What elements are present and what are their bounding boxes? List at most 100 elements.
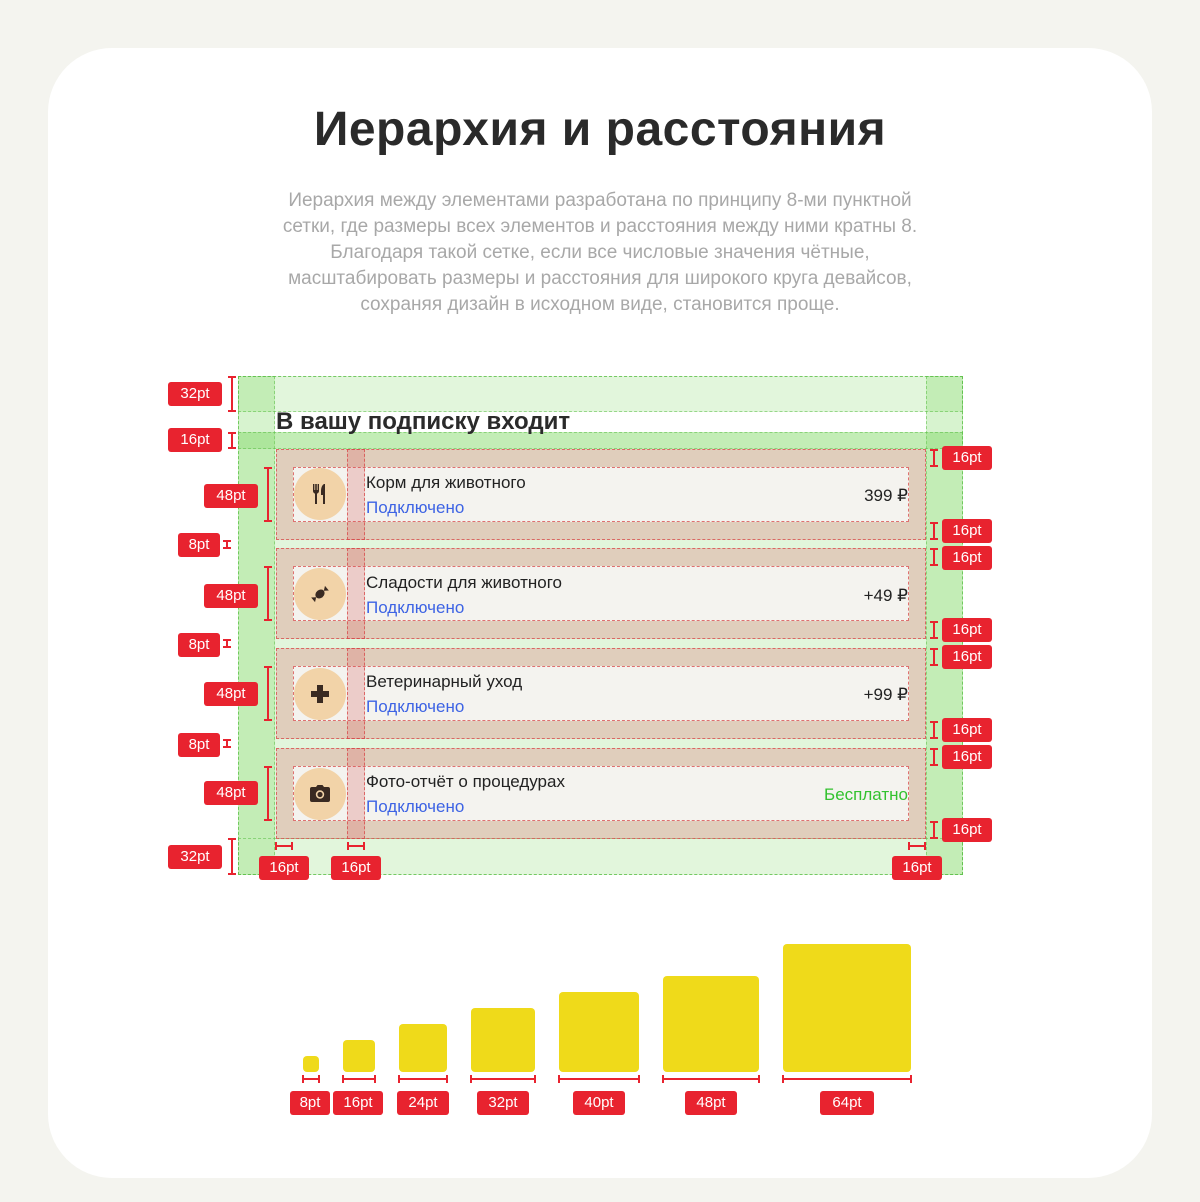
description-line: сохраняя дизайн в исходном виде, станови… [360,294,840,315]
item-price: Бесплатно [824,785,908,804]
item-status: Подключено [366,598,465,617]
page-description: Иерархия между элементами разработана по… [240,188,960,318]
medical-cross-icon [311,685,329,703]
spacing-bracket [228,432,236,449]
spacing-label: 16pt [942,618,992,642]
spacing-bracket [908,842,926,850]
spacing-label: 16pt [942,718,992,742]
spacing-bracket [930,648,938,666]
spacing-bracket [264,566,272,621]
item-inner-guide [293,666,909,721]
item-status: Подключено [366,797,465,816]
spacing-label: 8pt [178,633,220,657]
size-square [303,1056,319,1072]
size-bracket [470,1075,536,1083]
item-price: +99 ₽ [863,685,908,704]
size-label: 32pt [477,1091,529,1115]
item-price: 399 ₽ [864,486,908,505]
item-inner-guide [293,766,909,821]
spacing-bracket [228,838,236,875]
item-inner-guide [293,566,909,621]
spacing-label: 8pt [178,733,220,757]
spacing-label: 16pt [168,428,222,452]
spacing-bracket [347,842,365,850]
size-square [783,944,911,1072]
spacing-label: 16pt [892,856,942,880]
item-gap-column [347,449,365,540]
item-content-area [293,666,909,721]
spacing-bracket [264,467,272,522]
size-bracket [782,1075,912,1083]
spacing-bracket [930,548,938,566]
item-status: Подключено [366,498,465,517]
item-icon-circle [294,768,346,820]
size-square [559,992,639,1072]
description-line: Иерархия между элементами разработана по… [288,190,912,211]
spacing-bracket [223,639,231,648]
spacing-label: 8pt [178,533,220,557]
spacing-bracket [930,748,938,766]
spacing-label: 16pt [942,745,992,769]
spacing-label: 16pt [942,546,992,570]
size-square [399,1024,447,1072]
size-label: 64pt [820,1091,874,1115]
size-square [663,976,759,1072]
size-bracket [662,1075,760,1083]
item-price: +49 ₽ [863,586,908,605]
spacing-bracket [264,766,272,821]
item-content-area [293,566,909,621]
section-title: В вашу подписку входит [276,408,571,435]
size-bracket [398,1075,448,1083]
spacing-label: 48pt [204,781,258,805]
heading-band [239,412,962,432]
page-title: Иерархия и расстояния [313,103,887,156]
candy-icon [311,585,329,603]
spacing-label: 16pt [942,645,992,669]
spacing-label: 16pt [942,519,992,543]
item-title: Фото-отчёт о процедурах [366,772,565,791]
spacing-label: 32pt [168,845,222,869]
size-square [471,1008,535,1072]
spacing-bracket [275,842,293,850]
description-line: масштабировать размеры и расстояния для … [288,268,912,289]
heading-gap-row [238,432,963,449]
spacing-label: 16pt [331,856,381,880]
spacing-label: 32pt [168,382,222,406]
spacing-bracket [264,666,272,721]
fork-knife-icon [313,484,325,504]
spacing-label: 16pt [942,818,992,842]
description-line: сетки, где размеры всех элементов и расс… [282,216,918,237]
size-bracket [558,1075,640,1083]
item-title: Ветеринарный уход [366,672,523,691]
spacing-label: 48pt [204,682,258,706]
spacing-bracket [930,721,938,739]
spacing-label: 48pt [204,484,258,508]
item-gap-column [347,648,365,739]
item-icon-circle [294,568,346,620]
item-icon-circle [294,668,346,720]
size-label: 16pt [333,1091,383,1115]
item-content-area [293,766,909,821]
spacing-bracket [930,522,938,540]
item-status: Подключено [366,697,465,716]
top-margin-row [238,376,963,412]
size-label: 48pt [685,1091,737,1115]
item-gap-column [347,548,365,639]
size-bracket [302,1075,320,1083]
size-square [343,1040,375,1072]
size-label: 8pt [290,1091,330,1115]
spacing-label: 16pt [259,856,309,880]
item-title: Сладости для животного [366,573,562,592]
spacing-bracket [930,449,938,467]
spacing-bracket [223,739,231,748]
spacing-bracket [228,376,236,412]
size-label: 40pt [573,1091,625,1115]
item-title: Корм для животного [366,473,526,492]
camera-icon [310,785,330,802]
item-gap-column [347,748,365,839]
item-inner-guide [293,467,909,522]
spacing-label: 48pt [204,584,258,608]
description-line: Благодаря такой сетке, если все числовые… [330,242,870,263]
size-label: 24pt [397,1091,449,1115]
item-content-area [293,467,909,522]
